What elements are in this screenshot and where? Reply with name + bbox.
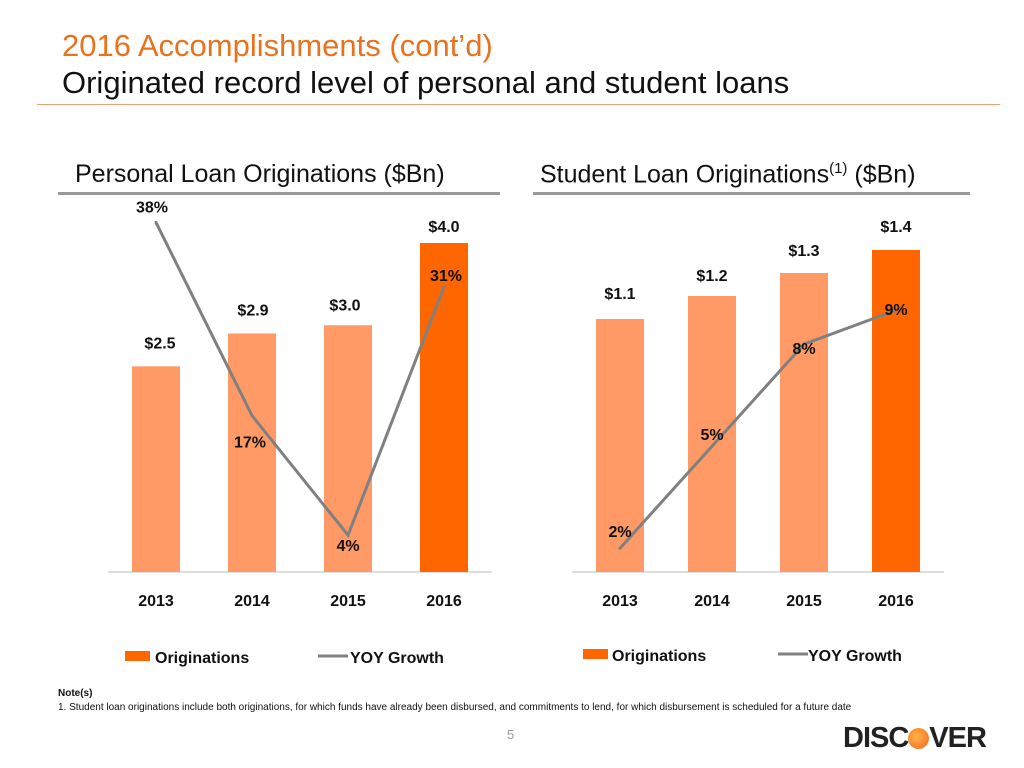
slide-subtitle: Originated record level of personal and … bbox=[62, 65, 790, 100]
student-bar-label-2015: $1.3 bbox=[788, 243, 819, 260]
personal-bar-label-2016: $4.0 bbox=[428, 219, 459, 236]
student-x-tick-2015: 2015 bbox=[786, 593, 822, 610]
student-bar-2015 bbox=[780, 273, 828, 572]
personal-bar-2015 bbox=[324, 325, 372, 572]
personal-growth-point-2015 bbox=[346, 533, 350, 537]
student-title-text: Student Loan Originations bbox=[540, 160, 830, 189]
personal-bar-2014 bbox=[228, 333, 276, 572]
student-legend-originations: Originations bbox=[612, 648, 706, 665]
personal-growth-label-2014: 17% bbox=[234, 435, 266, 452]
personal-x-tick-2016: 2016 bbox=[426, 593, 462, 610]
student-x-tick-2016: 2016 bbox=[878, 593, 914, 610]
personal-x-tick-2014: 2014 bbox=[234, 593, 270, 610]
personal-x-tick-2013: 2013 bbox=[138, 593, 174, 610]
personal-growth-label-2015: 4% bbox=[336, 538, 359, 555]
personal-legend-originations: Originations bbox=[155, 650, 249, 667]
page-number: 5 bbox=[507, 727, 515, 742]
student-legend-originations-swatch bbox=[583, 649, 608, 659]
personal-growth-label-2013: 38% bbox=[136, 199, 168, 216]
student-bar-2014 bbox=[688, 296, 736, 572]
personal-bar-2013 bbox=[132, 366, 180, 572]
discover-logo: DISC VER bbox=[843, 722, 987, 754]
student-bar-label-2014: $1.2 bbox=[696, 268, 727, 285]
student-title-underline bbox=[533, 192, 970, 195]
personal-bar-label-2014: $2.9 bbox=[237, 302, 268, 319]
student-growth-point-2016 bbox=[894, 308, 898, 312]
student-title-unit: ($Bn) bbox=[854, 160, 916, 189]
student-growth-point-2015 bbox=[802, 342, 806, 346]
student-growth-label-2013: 2% bbox=[608, 524, 631, 541]
slide-title: 2016 Accomplishments (cont’d) bbox=[62, 28, 493, 63]
personal-legend-originations-swatch bbox=[125, 651, 150, 661]
title-divider bbox=[37, 104, 1000, 105]
student-growth-line bbox=[618, 308, 897, 550]
student-bar-label-2016: $1.4 bbox=[880, 219, 911, 236]
personal-growth-label-2016: 31% bbox=[430, 268, 462, 285]
student-growth-label-2015: 8% bbox=[792, 341, 815, 358]
student-bar-2016 bbox=[872, 250, 920, 572]
personal-growth-line bbox=[154, 221, 446, 539]
personal-growth-point-2014 bbox=[250, 414, 254, 418]
personal-chart-title: Personal Loan Originations ($Bn) bbox=[75, 160, 445, 188]
student-growth-point-2014 bbox=[710, 444, 714, 448]
student-growth-point-2013 bbox=[618, 546, 622, 550]
student-growth-label-2016: 9% bbox=[884, 302, 907, 319]
footnote-ref: (1) bbox=[829, 160, 848, 177]
personal-growth-point-2013 bbox=[154, 220, 158, 224]
student-growth-label-2014: 5% bbox=[700, 427, 723, 444]
student-chart-title: Student Loan Originations(1) ($Bn) bbox=[540, 160, 916, 189]
notes-text: 1. Student loan originations include bot… bbox=[58, 702, 852, 713]
student-legend-growth: YOY Growth bbox=[808, 648, 902, 665]
notes-heading: Note(s) bbox=[58, 688, 93, 699]
personal-x-tick-2015: 2015 bbox=[330, 593, 366, 610]
personal-legend-growth: YOY Growth bbox=[350, 650, 444, 667]
personal-bar-label-2013: $2.5 bbox=[144, 335, 175, 352]
personal-title-underline bbox=[58, 192, 500, 195]
personal-growth-point-2016 bbox=[442, 285, 446, 289]
student-bar-label-2013: $1.1 bbox=[604, 286, 635, 303]
student-x-tick-2013: 2013 bbox=[602, 593, 638, 610]
personal-bar-label-2015: $3.0 bbox=[329, 297, 360, 314]
student-x-tick-2014: 2014 bbox=[694, 593, 730, 610]
personal-bar-2016 bbox=[420, 243, 468, 572]
